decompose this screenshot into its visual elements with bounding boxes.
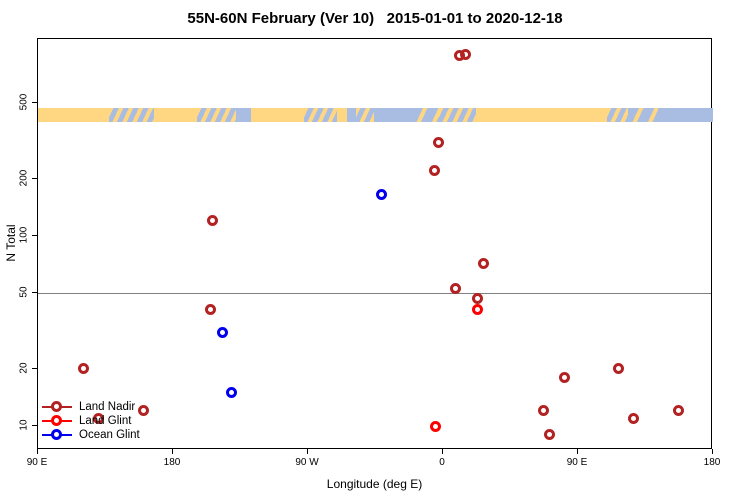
reference-line-50 xyxy=(38,293,711,295)
data-point-land-nadir xyxy=(460,48,471,60)
map-strip-segment-mix2 xyxy=(411,108,439,122)
legend: Land Nadir Land Glint Ocean Glint xyxy=(42,400,140,442)
x-axis-tick xyxy=(172,449,173,454)
map-strip-segment-ocean xyxy=(374,108,412,122)
x-axis-tick xyxy=(37,449,38,454)
map-strip-segment-ocean xyxy=(657,108,713,122)
plot-area: Land Nadir Land Glint Ocean Glint xyxy=(37,38,713,449)
legend-marker-icon xyxy=(42,429,72,441)
x-axis-tick-label: 0 xyxy=(439,457,445,468)
legend-label: Ocean Glint xyxy=(79,429,140,441)
legend-marker-icon xyxy=(42,415,72,427)
y-axis-tick xyxy=(32,425,37,426)
data-point-land-nadir xyxy=(428,165,440,177)
legend-label: Land Nadir xyxy=(79,401,136,413)
map-strip-segment-land xyxy=(251,108,304,122)
y-axis-tick-label: 100 xyxy=(18,226,30,244)
map-strip-segment-mix xyxy=(606,108,628,122)
data-point-land-glint xyxy=(430,420,441,432)
data-point-land-nadir xyxy=(433,137,444,149)
legend-item: Land Nadir xyxy=(42,400,140,414)
x-axis-tick-label: 180 xyxy=(163,457,181,468)
y-axis-tick-label: 500 xyxy=(18,93,30,111)
map-strip-segment-land xyxy=(476,108,607,122)
y-axis-title: N Total xyxy=(4,224,18,262)
data-point-ocean-glint xyxy=(226,387,237,399)
y-axis-tick xyxy=(32,177,37,179)
legend-item: Ocean Glint xyxy=(42,428,140,442)
map-strip-segment-land xyxy=(153,108,197,122)
x-axis-tick-label: 180 xyxy=(703,457,721,468)
data-point-land-nadir xyxy=(673,405,684,417)
x-axis-tick-label: 90 W xyxy=(295,457,319,468)
data-point-land-nadir xyxy=(544,429,555,441)
x-axis-tick xyxy=(442,449,443,454)
y-axis-tick xyxy=(32,367,37,369)
legend-item: Land Glint xyxy=(42,414,140,428)
x-axis-tick xyxy=(712,449,713,454)
map-strip-segment-ocean xyxy=(347,108,356,122)
map-strip-segment-mix xyxy=(356,108,374,122)
x-axis-tick-label: 90 E xyxy=(566,457,588,468)
data-point-land-nadir xyxy=(77,363,89,375)
latitude-band-map-strip xyxy=(38,108,713,122)
map-strip-segment-mix xyxy=(438,108,476,122)
data-point-land-glint xyxy=(472,304,483,316)
data-point-land-nadir xyxy=(137,405,149,417)
data-point-land-nadir xyxy=(92,412,104,424)
x-axis-tick xyxy=(307,449,308,454)
x-axis-tick xyxy=(577,449,578,454)
map-strip-segment-mix xyxy=(108,108,154,122)
map-strip-segment-mix xyxy=(197,108,236,122)
data-point-land-nadir xyxy=(559,371,570,383)
data-point-land-nadir xyxy=(472,292,483,304)
y-axis-tick xyxy=(32,292,37,294)
y-axis-tick xyxy=(32,235,37,236)
y-axis-tick-label: 10 xyxy=(18,419,30,431)
data-point-ocean-glint xyxy=(217,327,228,339)
data-point-land-nadir xyxy=(449,282,461,294)
y-axis-tick-label: 20 xyxy=(18,362,30,374)
data-point-land-nadir xyxy=(538,405,549,417)
y-axis-tick xyxy=(32,102,37,104)
chart-title: 55N-60N February (Ver 10) 2015-01-01 to … xyxy=(187,10,563,27)
map-strip-segment-land xyxy=(38,108,109,122)
data-point-land-nadir xyxy=(613,363,624,375)
data-point-ocean-glint xyxy=(376,189,387,201)
y-axis-tick-label: 200 xyxy=(18,169,30,187)
map-strip-segment-ocean xyxy=(236,108,251,122)
map-strip-segment-mix2 xyxy=(627,108,658,122)
legend-label: Land Glint xyxy=(79,415,132,427)
x-axis-tick-label: 90 E xyxy=(26,457,48,468)
map-strip-segment-land xyxy=(336,108,347,122)
legend-marker-icon xyxy=(42,401,72,413)
map-strip-segment-mix xyxy=(303,108,337,122)
x-axis-title: Longitude (deg E) xyxy=(326,477,423,491)
data-point-land-nadir xyxy=(205,304,216,316)
data-point-land-nadir xyxy=(206,215,218,227)
y-axis-tick-label: 50 xyxy=(18,286,30,298)
data-point-land-nadir xyxy=(628,412,639,424)
data-point-land-nadir xyxy=(478,257,489,269)
